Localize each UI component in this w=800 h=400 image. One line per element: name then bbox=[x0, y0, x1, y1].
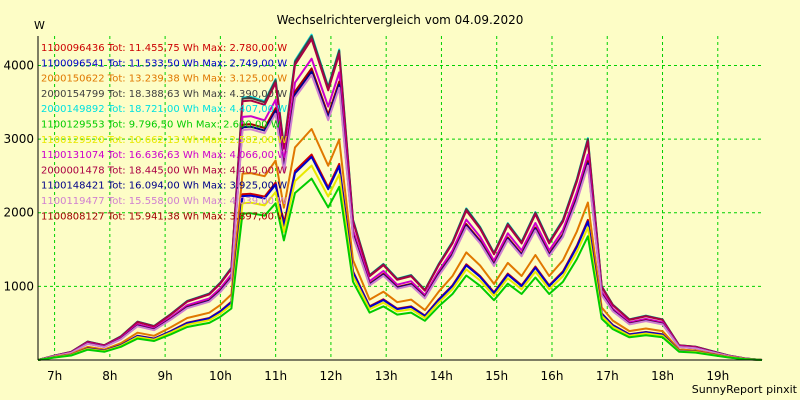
x-tick-label: 18h bbox=[651, 369, 674, 383]
series-line-9 bbox=[37, 38, 763, 361]
legend-entry-12: 1100808127 Tot: 15.941,38 Wh Max: 3.897,… bbox=[41, 211, 287, 222]
y-tick-label: 3000 bbox=[3, 132, 34, 146]
series-line-6 bbox=[37, 177, 763, 361]
x-tick-label: 14h bbox=[430, 369, 453, 383]
axes: 7h 8h 9h 10h 11h 12h 13h 14h 15h 16h 17h 18h 19h 1000… bbox=[3, 36, 762, 383]
legend-entry-5: 2000149892 Tot: 18.721,00 Wh Max: 4.407,… bbox=[41, 104, 287, 115]
x-tick-label: 15h bbox=[485, 369, 508, 383]
series-line-11 bbox=[37, 73, 763, 361]
legend-entry-11: 1100119477 Tot: 15.558,00 Wh Max: 4.039,… bbox=[41, 196, 287, 207]
footer-credit: SunnyReport pinxit bbox=[692, 383, 798, 396]
legend-entry-7: 1100129520 Tot: 10.662,13 Wh Max: 2.582,… bbox=[41, 135, 287, 146]
x-tick-label: 8h bbox=[102, 369, 117, 383]
chart-title: Wechselrichtervergleich vom 04.09.2020 bbox=[277, 13, 524, 27]
legend-entry-10: 1100148421 Tot: 16.094,00 Wh Max: 3.925,… bbox=[41, 181, 287, 192]
series-lines bbox=[37, 33, 763, 361]
legend-entry-4: 2000154799 Tot: 18.388,63 Wh Max: 4.390,… bbox=[41, 89, 287, 100]
y-axis-label: W bbox=[34, 19, 45, 32]
y-tick-label: 2000 bbox=[3, 206, 34, 220]
legend-entry-1: 1100096436 Tot: 11.455,75 Wh Max: 2.780,… bbox=[41, 43, 287, 54]
series-line-2 bbox=[37, 155, 763, 361]
series-line-8 bbox=[37, 57, 763, 361]
x-tick-label: 19h bbox=[706, 369, 729, 383]
x-tick-label: 16h bbox=[541, 369, 564, 383]
y-tick-label: 4000 bbox=[3, 58, 34, 72]
y-tick-label: 1000 bbox=[3, 279, 34, 293]
legend: 1100096436 Tot: 11.455,75 Wh Max: 2.780,… bbox=[41, 43, 287, 222]
x-tick-label: 12h bbox=[319, 369, 342, 383]
x-tick-label: 10h bbox=[209, 369, 232, 383]
x-tick-label: 17h bbox=[596, 369, 619, 383]
legend-entry-9: 2000001478 Tot: 18.445,00 Wh Max: 4.405,… bbox=[41, 165, 287, 176]
x-tick-label: 7h bbox=[47, 369, 62, 383]
x-tick-label: 9h bbox=[157, 369, 172, 383]
legend-entry-3: 2000150622 Tot: 13.239,38 Wh Max: 3.125,… bbox=[41, 74, 287, 85]
series-line-3 bbox=[37, 128, 763, 361]
legend-entry-2: 1100096541 Tot: 11.533,50 Wh Max: 2.749,… bbox=[41, 58, 287, 69]
x-tick-label: 11h bbox=[264, 369, 287, 383]
series-line-7 bbox=[37, 164, 763, 361]
legend-entry-6: 1100129553 Tot: 9.796,50 Wh Max: 2.600,0… bbox=[41, 120, 281, 131]
x-tick-label: 13h bbox=[375, 369, 398, 383]
legend-entry-8: 1100131074 Tot: 16.636,63 Wh Max: 4.066,… bbox=[41, 150, 287, 161]
